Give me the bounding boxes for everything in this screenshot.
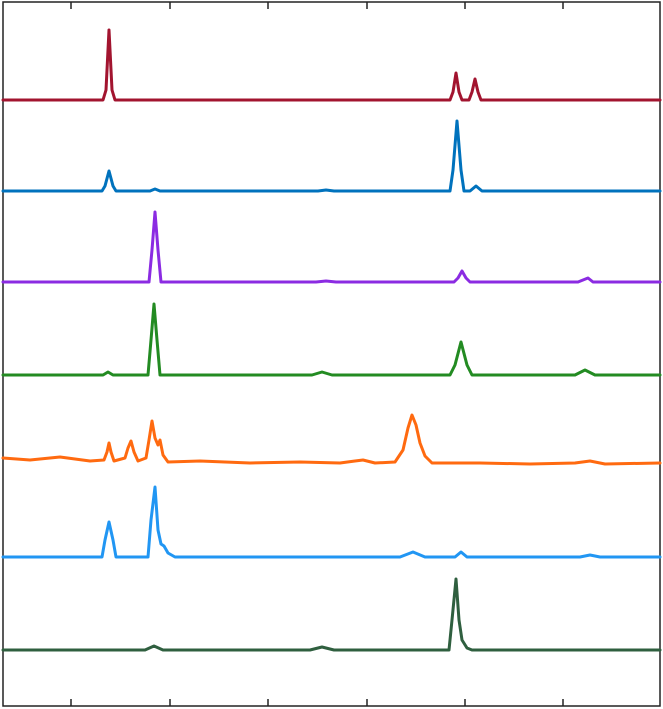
spectrum-line bbox=[1, 210, 662, 284]
spectrum-line bbox=[1, 413, 662, 466]
spectrum-line bbox=[1, 485, 662, 559]
spectrum-line bbox=[1, 28, 662, 102]
spectrum-line bbox=[1, 119, 662, 193]
spectrum-line bbox=[1, 577, 662, 652]
spectrum-line bbox=[1, 302, 662, 377]
